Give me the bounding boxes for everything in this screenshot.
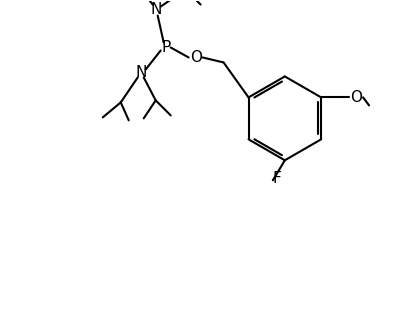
Text: O: O <box>190 50 202 65</box>
Text: N: N <box>150 2 162 17</box>
Text: O: O <box>350 90 362 105</box>
Text: F: F <box>272 171 281 186</box>
Text: P: P <box>161 40 170 55</box>
Text: N: N <box>135 65 147 80</box>
